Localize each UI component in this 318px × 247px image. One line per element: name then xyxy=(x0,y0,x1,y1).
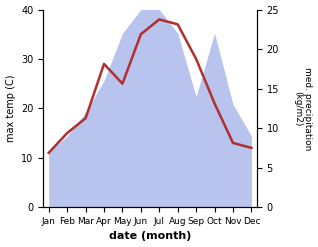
X-axis label: date (month): date (month) xyxy=(109,231,191,242)
Y-axis label: med. precipitation
(kg/m2): med. precipitation (kg/m2) xyxy=(293,67,313,150)
Y-axis label: max temp (C): max temp (C) xyxy=(5,75,16,142)
